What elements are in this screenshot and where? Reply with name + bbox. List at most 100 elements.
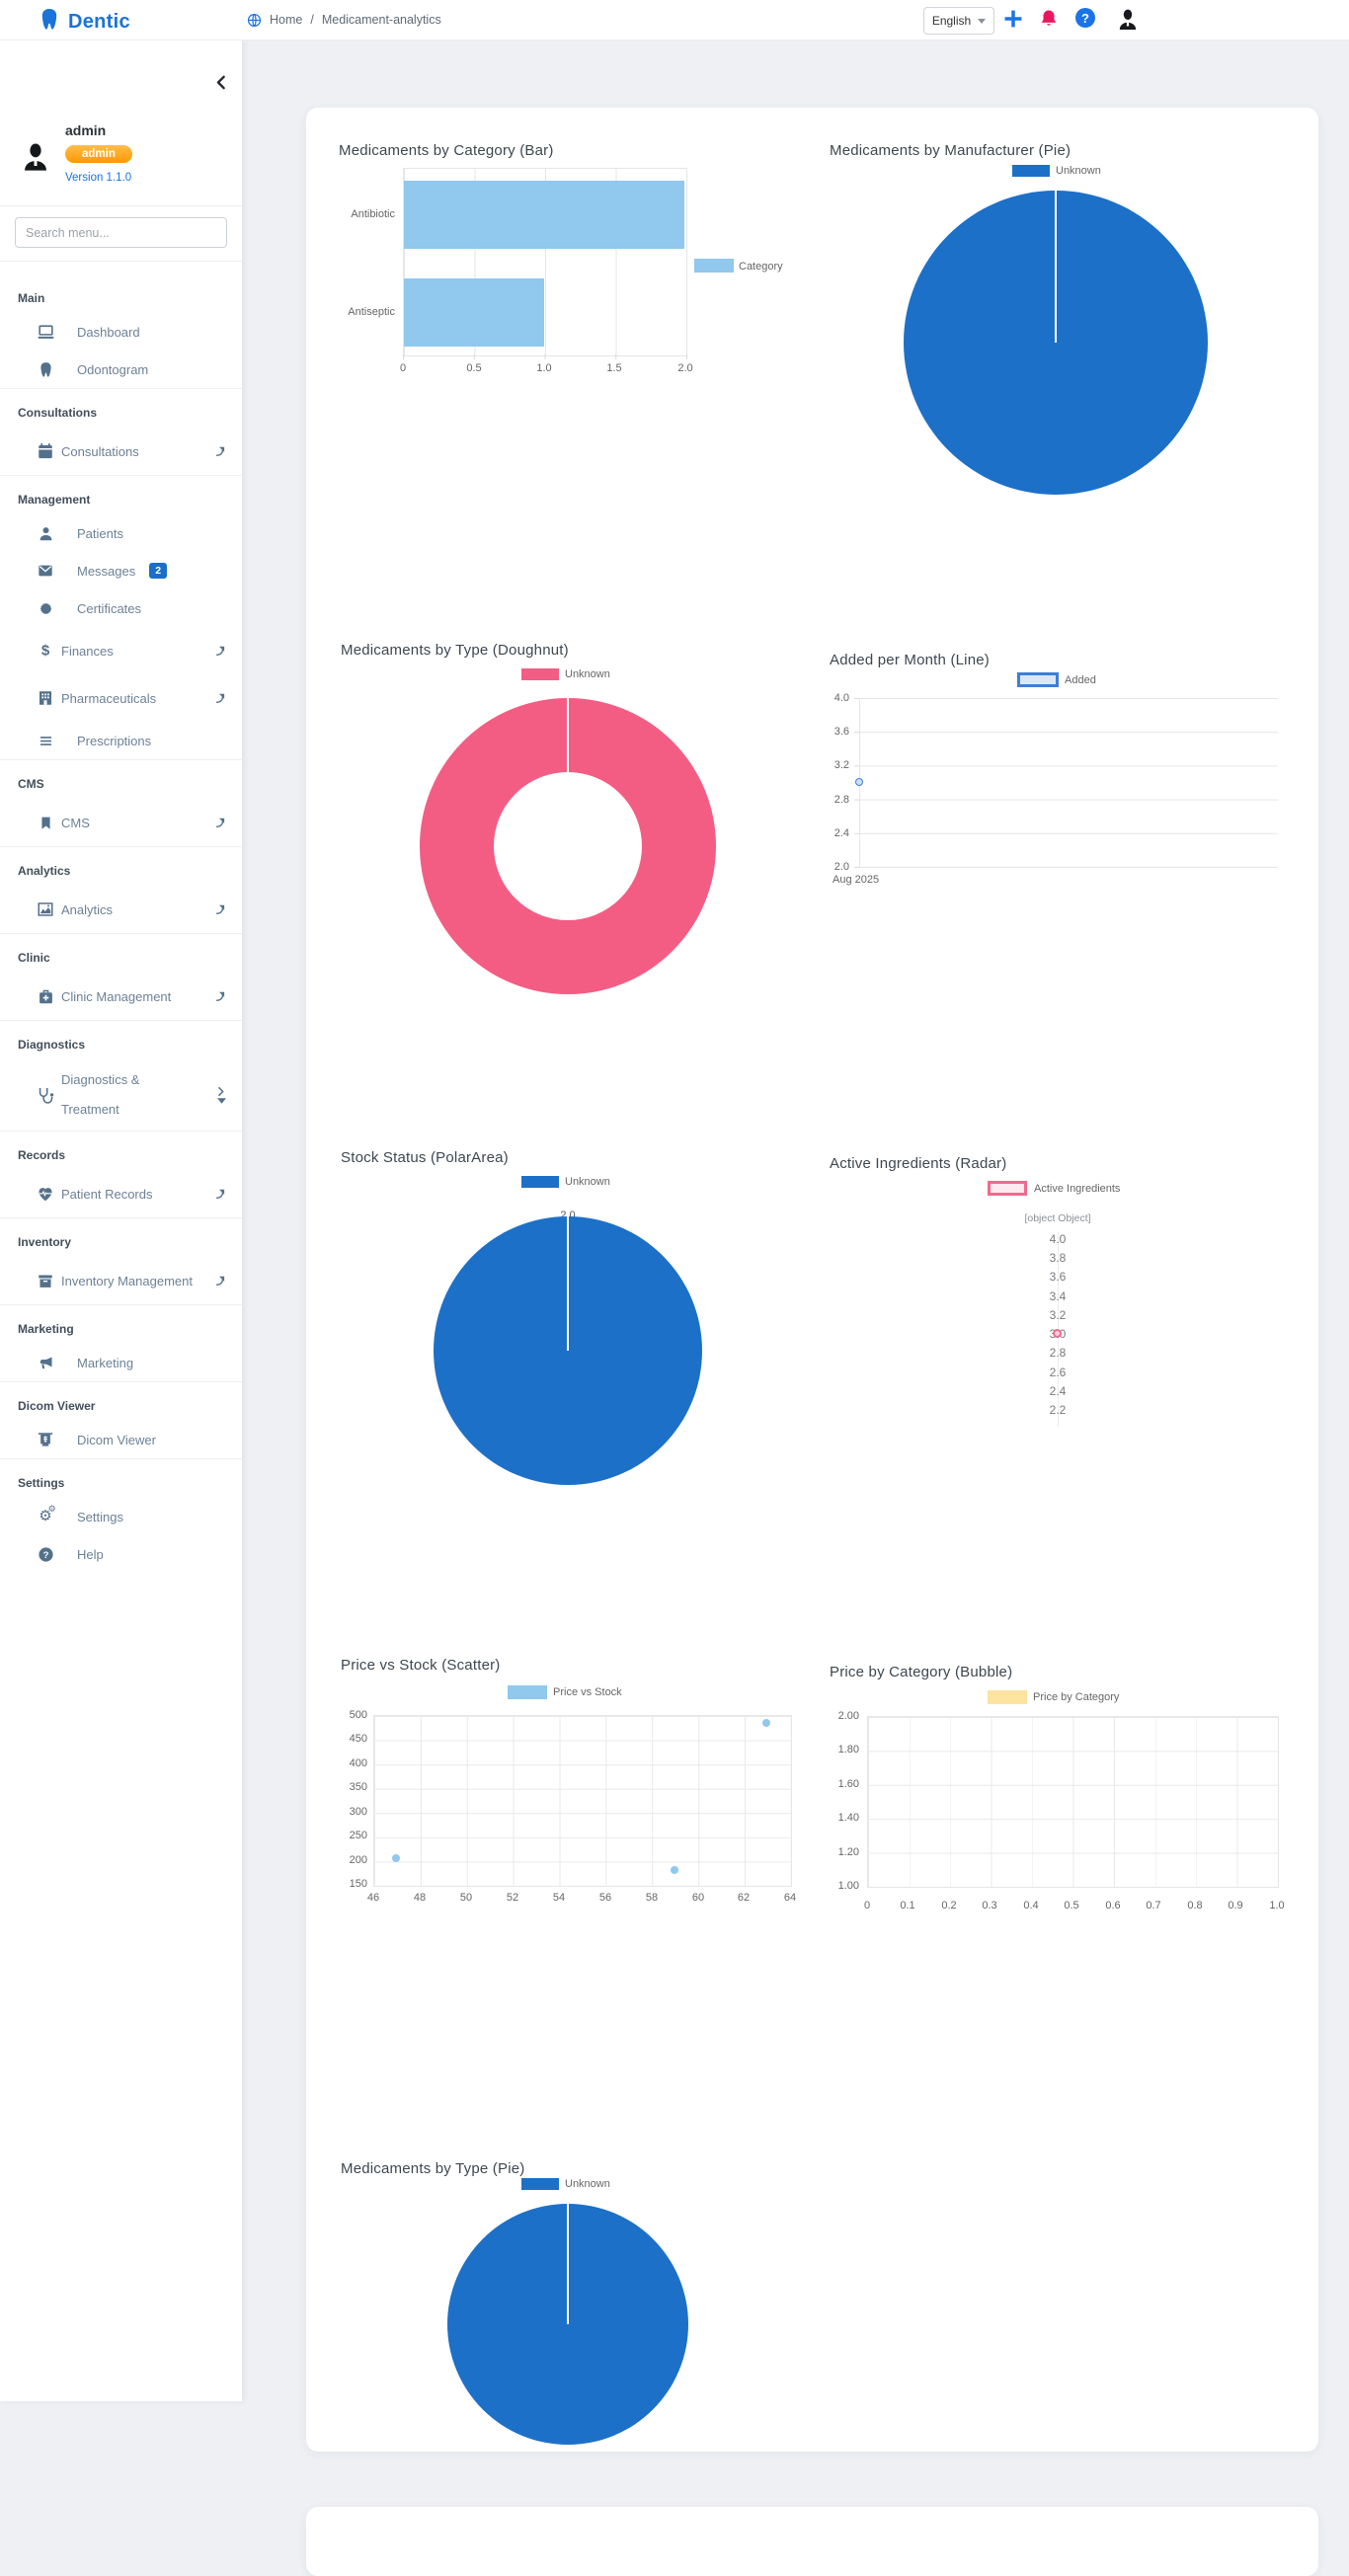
section-label: Main — [18, 291, 45, 305]
globe-icon — [247, 13, 262, 28]
legend-swatch[interactable] — [694, 259, 734, 273]
chart-title: Medicaments by Manufacturer (Pie) — [830, 142, 1071, 159]
language-selector[interactable]: English — [923, 7, 994, 35]
legend-swatch[interactable] — [521, 2178, 559, 2190]
legend-swatch[interactable] — [1017, 672, 1059, 687]
sidebar-item-analytics[interactable]: Analytics — [0, 886, 242, 933]
notifications-icon — [1039, 8, 1059, 30]
sidebar-item-help[interactable]: ? Help — [0, 1535, 242, 1573]
sidebar-item-clinic-management[interactable]: Clinic Management — [0, 973, 242, 1020]
language-value: English — [931, 14, 972, 28]
x-tick: 64 — [783, 1892, 797, 1904]
submenu-arrow-icon — [214, 817, 226, 828]
brand-logo[interactable]: Dentic — [38, 6, 130, 38]
scatter-point — [671, 1866, 678, 1874]
legend-label[interactable]: Unknown — [565, 1176, 610, 1188]
notifications-button[interactable] — [1039, 8, 1059, 30]
item-label: Help — [77, 1546, 104, 1562]
legend-swatch[interactable] — [521, 668, 559, 680]
radar-tick: 2.6 — [1049, 1366, 1067, 1379]
dollar-icon: $ — [36, 641, 55, 661]
sidebar-item-patients[interactable]: Patients — [0, 514, 242, 552]
y-category-label: Antibiotic — [351, 208, 395, 220]
sidebar-item-patient-records[interactable]: Patient Records — [0, 1170, 242, 1217]
top-bar: Dentic Home / Medicament-analytics Engli… — [0, 0, 1349, 40]
brand-name: Dentic — [68, 10, 130, 33]
breadcrumb-separator: / — [310, 13, 314, 27]
legend-swatch[interactable] — [508, 1685, 547, 1699]
radar-tick: 2.4 — [1049, 1384, 1067, 1398]
legend-label[interactable]: Unknown — [1056, 165, 1101, 177]
user-icon — [1116, 8, 1140, 33]
account-button[interactable] — [1116, 8, 1140, 33]
y-tick: 2.0 — [833, 861, 849, 873]
sidebar-item-certificates[interactable]: Certificates — [0, 589, 242, 627]
breadcrumb-current: Medicament-analytics — [321, 13, 441, 27]
submenu-arrow-icon — [214, 445, 226, 457]
sidebar-item-marketing[interactable]: Marketing — [0, 1344, 242, 1381]
version-link[interactable]: Version 1.1.0 — [65, 172, 132, 184]
help-button[interactable]: ? — [1075, 8, 1095, 28]
x-tick: 46 — [366, 1892, 380, 1904]
legend-swatch[interactable] — [1012, 165, 1050, 177]
legend-label[interactable]: Unknown — [565, 2178, 610, 2190]
doughnut-ring — [420, 698, 716, 994]
list-icon — [36, 731, 55, 750]
polar-slice-border — [567, 1216, 569, 1351]
radar-data-point — [1053, 1329, 1062, 1338]
sidebar-item-finances[interactable]: $ Finances — [0, 627, 242, 674]
legend-label[interactable]: Active Ingredients — [1034, 1183, 1121, 1195]
sidebar-item-cms[interactable]: CMS — [0, 799, 242, 846]
add-button[interactable] — [1002, 8, 1024, 30]
item-label: Patients — [77, 525, 123, 541]
y-tick: 400 — [349, 1757, 367, 1769]
item-label: Dicom Viewer — [77, 1432, 156, 1447]
help-icon: ? — [1075, 8, 1095, 28]
search-input[interactable] — [15, 217, 227, 248]
heart-pulse-icon — [36, 1184, 55, 1204]
section-label: Clinic — [18, 951, 50, 965]
section-label: Settings — [18, 1476, 65, 1490]
breadcrumb-home[interactable]: Home — [270, 13, 303, 27]
chart-title: Medicaments by Category (Bar) — [339, 142, 554, 159]
submenu-arrow-icon — [214, 1275, 226, 1287]
legend-label[interactable]: Price by Category — [1033, 1691, 1120, 1703]
x-tick: 0.7 — [1146, 1900, 1161, 1912]
sidebar-item-prescriptions[interactable]: Prescriptions — [0, 722, 242, 759]
legend-swatch[interactable] — [988, 1181, 1027, 1196]
sidebar-item-consultations[interactable]: Consultations — [0, 428, 242, 475]
sidebar-item-dashboard[interactable]: Dashboard — [0, 313, 242, 351]
legend-label[interactable]: Unknown — [565, 668, 610, 680]
y-tick: 2.4 — [833, 827, 849, 839]
next-section-card — [306, 2507, 1318, 2576]
divider — [0, 205, 242, 206]
x-tick: 0.3 — [982, 1900, 997, 1912]
y-tick: 1.20 — [837, 1846, 859, 1858]
sidebar-item-odontogram[interactable]: Odontogram — [0, 351, 242, 388]
section-label: Consultations — [18, 406, 97, 420]
sidebar-item-messages[interactable]: Messages 2 — [0, 552, 242, 589]
sidebar-item-settings[interactable]: ⚙ ⚙ Settings — [0, 1498, 242, 1535]
svg-text:$: $ — [41, 643, 50, 660]
sidebar-item-inventory-management[interactable]: Inventory Management — [0, 1257, 242, 1304]
legend-label[interactable]: Price vs Stock — [553, 1686, 622, 1698]
chart-title: Active Ingredients (Radar) — [830, 1155, 1007, 1172]
legend-swatch[interactable] — [988, 1690, 1027, 1704]
x-axis-ticks — [403, 354, 687, 359]
legend-label[interactable]: Added — [1065, 674, 1096, 686]
legend-label[interactable]: Category — [739, 261, 783, 273]
radar-tick: 2.8 — [1049, 1346, 1067, 1360]
section-label: CMS — [18, 777, 44, 791]
item-label: Marketing — [77, 1355, 134, 1370]
y-tick: 1.60 — [837, 1778, 859, 1790]
sidebar-item-diagnostics-treatment[interactable]: Diagnostics & Treatment — [0, 1059, 242, 1131]
sidebar-item-dicom-viewer[interactable]: Dicom Viewer — [0, 1421, 242, 1458]
megaphone-icon — [36, 1353, 55, 1372]
legend-swatch[interactable] — [521, 1176, 559, 1188]
breadcrumb: Home / Medicament-analytics — [247, 0, 441, 39]
sidebar-item-pharmaceuticals[interactable]: Pharmaceuticals — [0, 674, 242, 722]
section-label: Marketing — [18, 1322, 74, 1336]
sidebar-collapse-button[interactable] — [206, 67, 236, 97]
y-tick: 200 — [349, 1854, 367, 1866]
nav-section-marketing: Marketing Marketing — [0, 1304, 242, 1381]
